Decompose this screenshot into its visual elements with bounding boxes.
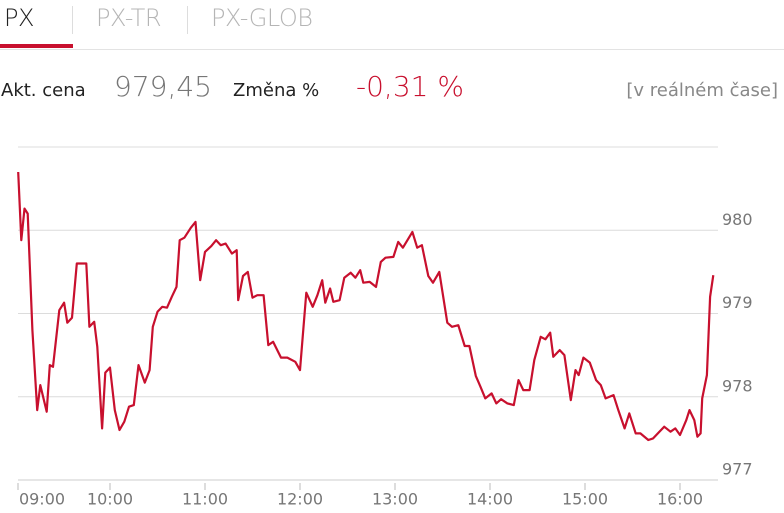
change-label: Změna %	[233, 80, 320, 101]
price: 979,45	[114, 70, 212, 103]
quote-info: Akt. cena 979,45 Změna % -0,31 % [v reál…	[0, 70, 784, 110]
x-tick-label: 11:00	[182, 490, 228, 509]
price-label: Akt. cena	[1, 80, 86, 101]
tab-bar: PX PX-TR PX-GLOB	[0, 0, 784, 50]
x-tick-label: 14:00	[467, 490, 513, 509]
tab[interactable]: PX-TR	[96, 4, 162, 32]
realtime-note: [v reálném čase]	[626, 80, 778, 101]
x-tick-label: 16:00	[657, 490, 703, 509]
tab[interactable]: PX-GLOB	[211, 4, 313, 32]
x-tick-label: 09:00	[19, 490, 65, 509]
price-line	[17, 171, 715, 442]
x-tick-label: 13:00	[372, 490, 418, 509]
tab[interactable]: PX	[4, 4, 34, 32]
y-tick-label: 980	[722, 210, 753, 229]
y-tick-label: 977	[722, 460, 753, 479]
y-tick-label: 979	[722, 293, 753, 312]
tab-underline	[0, 44, 73, 48]
x-tick-label: 12:00	[277, 490, 323, 509]
y-tick-label: 978	[722, 376, 753, 395]
change: -0,31 %	[356, 70, 464, 103]
separator	[187, 6, 188, 34]
separator	[72, 6, 73, 34]
x-tick-label: 10:00	[87, 490, 133, 509]
x-tick-label: 15:00	[562, 490, 608, 509]
